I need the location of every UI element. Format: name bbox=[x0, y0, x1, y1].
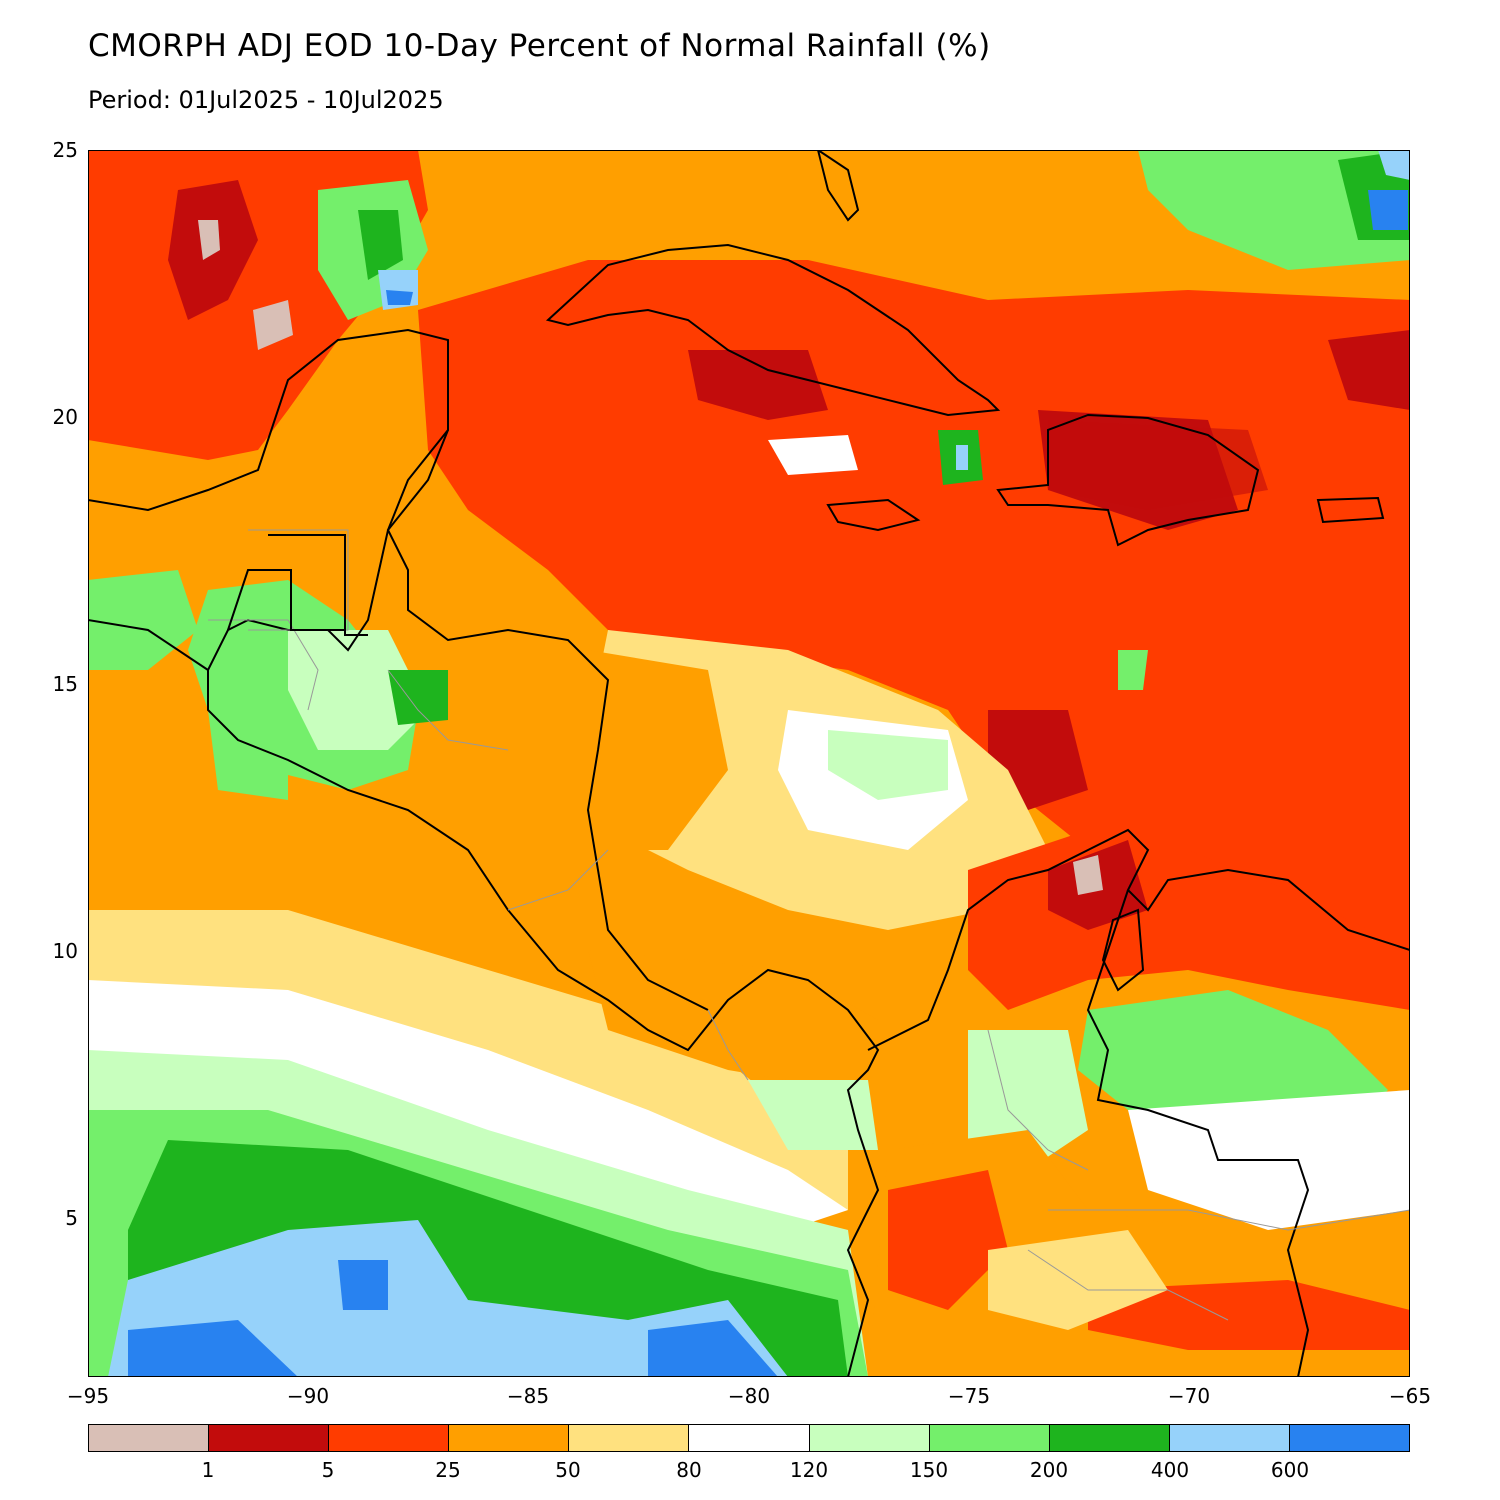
colorbar-segment bbox=[569, 1425, 690, 1451]
region-gulf-blue2 bbox=[386, 290, 413, 305]
y-tick-label: 10 bbox=[52, 939, 78, 963]
region-gulf-pink2 bbox=[253, 300, 293, 350]
map-title: CMORPH ADJ EOD 10-Day Percent of Normal … bbox=[88, 28, 991, 64]
region-pacific-blue3 bbox=[648, 1320, 778, 1377]
colorbar-label: 5 bbox=[321, 1458, 335, 1482]
colorbar-segment bbox=[89, 1425, 210, 1451]
region-pacific-white bbox=[88, 980, 848, 1230]
region-cuba-white bbox=[768, 435, 858, 475]
colorbar-label: 400 bbox=[1150, 1458, 1190, 1482]
region-central-orange-west bbox=[558, 650, 728, 850]
region-pr-lightgreen bbox=[1118, 650, 1148, 690]
colorbar-label: 200 bbox=[1029, 1458, 1069, 1482]
y-tick-label: 15 bbox=[52, 672, 78, 696]
region-sa-pink bbox=[1073, 855, 1103, 895]
x-tick-label: −65 bbox=[1388, 1384, 1432, 1408]
colorbar-segment bbox=[929, 1425, 1050, 1451]
region-ne-blue bbox=[1368, 190, 1408, 230]
region-pacific-lightblue bbox=[108, 1220, 788, 1377]
colorbar-label: 120 bbox=[789, 1458, 829, 1482]
coastlines bbox=[88, 150, 1410, 1377]
y-tick-label: 5 bbox=[65, 1206, 78, 1230]
colorbar-segment bbox=[689, 1425, 810, 1451]
region-panama-orange bbox=[588, 950, 878, 1090]
colorbar-segment bbox=[449, 1425, 570, 1451]
region-gulf-green-dark bbox=[358, 210, 403, 280]
map-panel bbox=[88, 150, 1410, 1377]
region-sa-red3 bbox=[1088, 1280, 1410, 1350]
y-tick-label: 25 bbox=[52, 138, 78, 162]
region-central-lightgreen bbox=[828, 730, 948, 800]
colorbar-label: 50 bbox=[555, 1458, 581, 1482]
period-subtitle: Period: 01Jul2025 - 10Jul2025 bbox=[88, 86, 444, 114]
region-ne-green bbox=[1138, 150, 1410, 270]
colorbar-segment bbox=[1049, 1425, 1170, 1451]
x-tick-label: −95 bbox=[66, 1384, 110, 1408]
colorbar-segment bbox=[329, 1425, 450, 1451]
region-panama-lightgreen bbox=[748, 1080, 878, 1150]
colorbar bbox=[88, 1424, 1410, 1452]
region-ne-lightblue bbox=[1378, 150, 1410, 180]
x-tick-label: −85 bbox=[506, 1384, 550, 1408]
colorbar-label: 1 bbox=[201, 1458, 215, 1482]
region-sa-yellow bbox=[988, 1230, 1168, 1330]
x-tick-label: −90 bbox=[286, 1384, 330, 1408]
region-pacific-blue2 bbox=[338, 1260, 388, 1310]
region-ca-darkgreen bbox=[388, 670, 448, 725]
region-ca-green-sw bbox=[208, 710, 288, 800]
region-pacific-blue1 bbox=[128, 1320, 298, 1377]
colorbar-label: 25 bbox=[435, 1458, 461, 1482]
colorbar-segment bbox=[809, 1425, 930, 1451]
colorbar-segment bbox=[1169, 1425, 1290, 1451]
x-tick-label: −80 bbox=[727, 1384, 771, 1408]
colorbar-segment bbox=[209, 1425, 330, 1451]
rainfall-map bbox=[88, 150, 1410, 1377]
colorbar-label: 80 bbox=[676, 1458, 702, 1482]
colorbar-label: 600 bbox=[1270, 1458, 1310, 1482]
region-caribbean-darkred4 bbox=[1328, 330, 1410, 410]
region-sa-green bbox=[1078, 990, 1388, 1130]
region-sa-red2 bbox=[888, 1170, 1008, 1310]
region-caribbean-darkred1 bbox=[688, 350, 828, 420]
region-ca-lightgreen bbox=[288, 630, 428, 750]
political-boundaries bbox=[227, 534, 368, 636]
y-tick-label: 20 bbox=[52, 405, 78, 429]
colorbar-segment bbox=[1289, 1425, 1410, 1451]
region-jamaica-blue bbox=[956, 445, 968, 470]
x-tick-label: −75 bbox=[947, 1384, 991, 1408]
region-hispaniola-darkred bbox=[1048, 420, 1268, 510]
colorbar-label: 150 bbox=[909, 1458, 949, 1482]
x-tick-label: −70 bbox=[1167, 1384, 1211, 1408]
region-gulf-pink bbox=[198, 220, 220, 260]
